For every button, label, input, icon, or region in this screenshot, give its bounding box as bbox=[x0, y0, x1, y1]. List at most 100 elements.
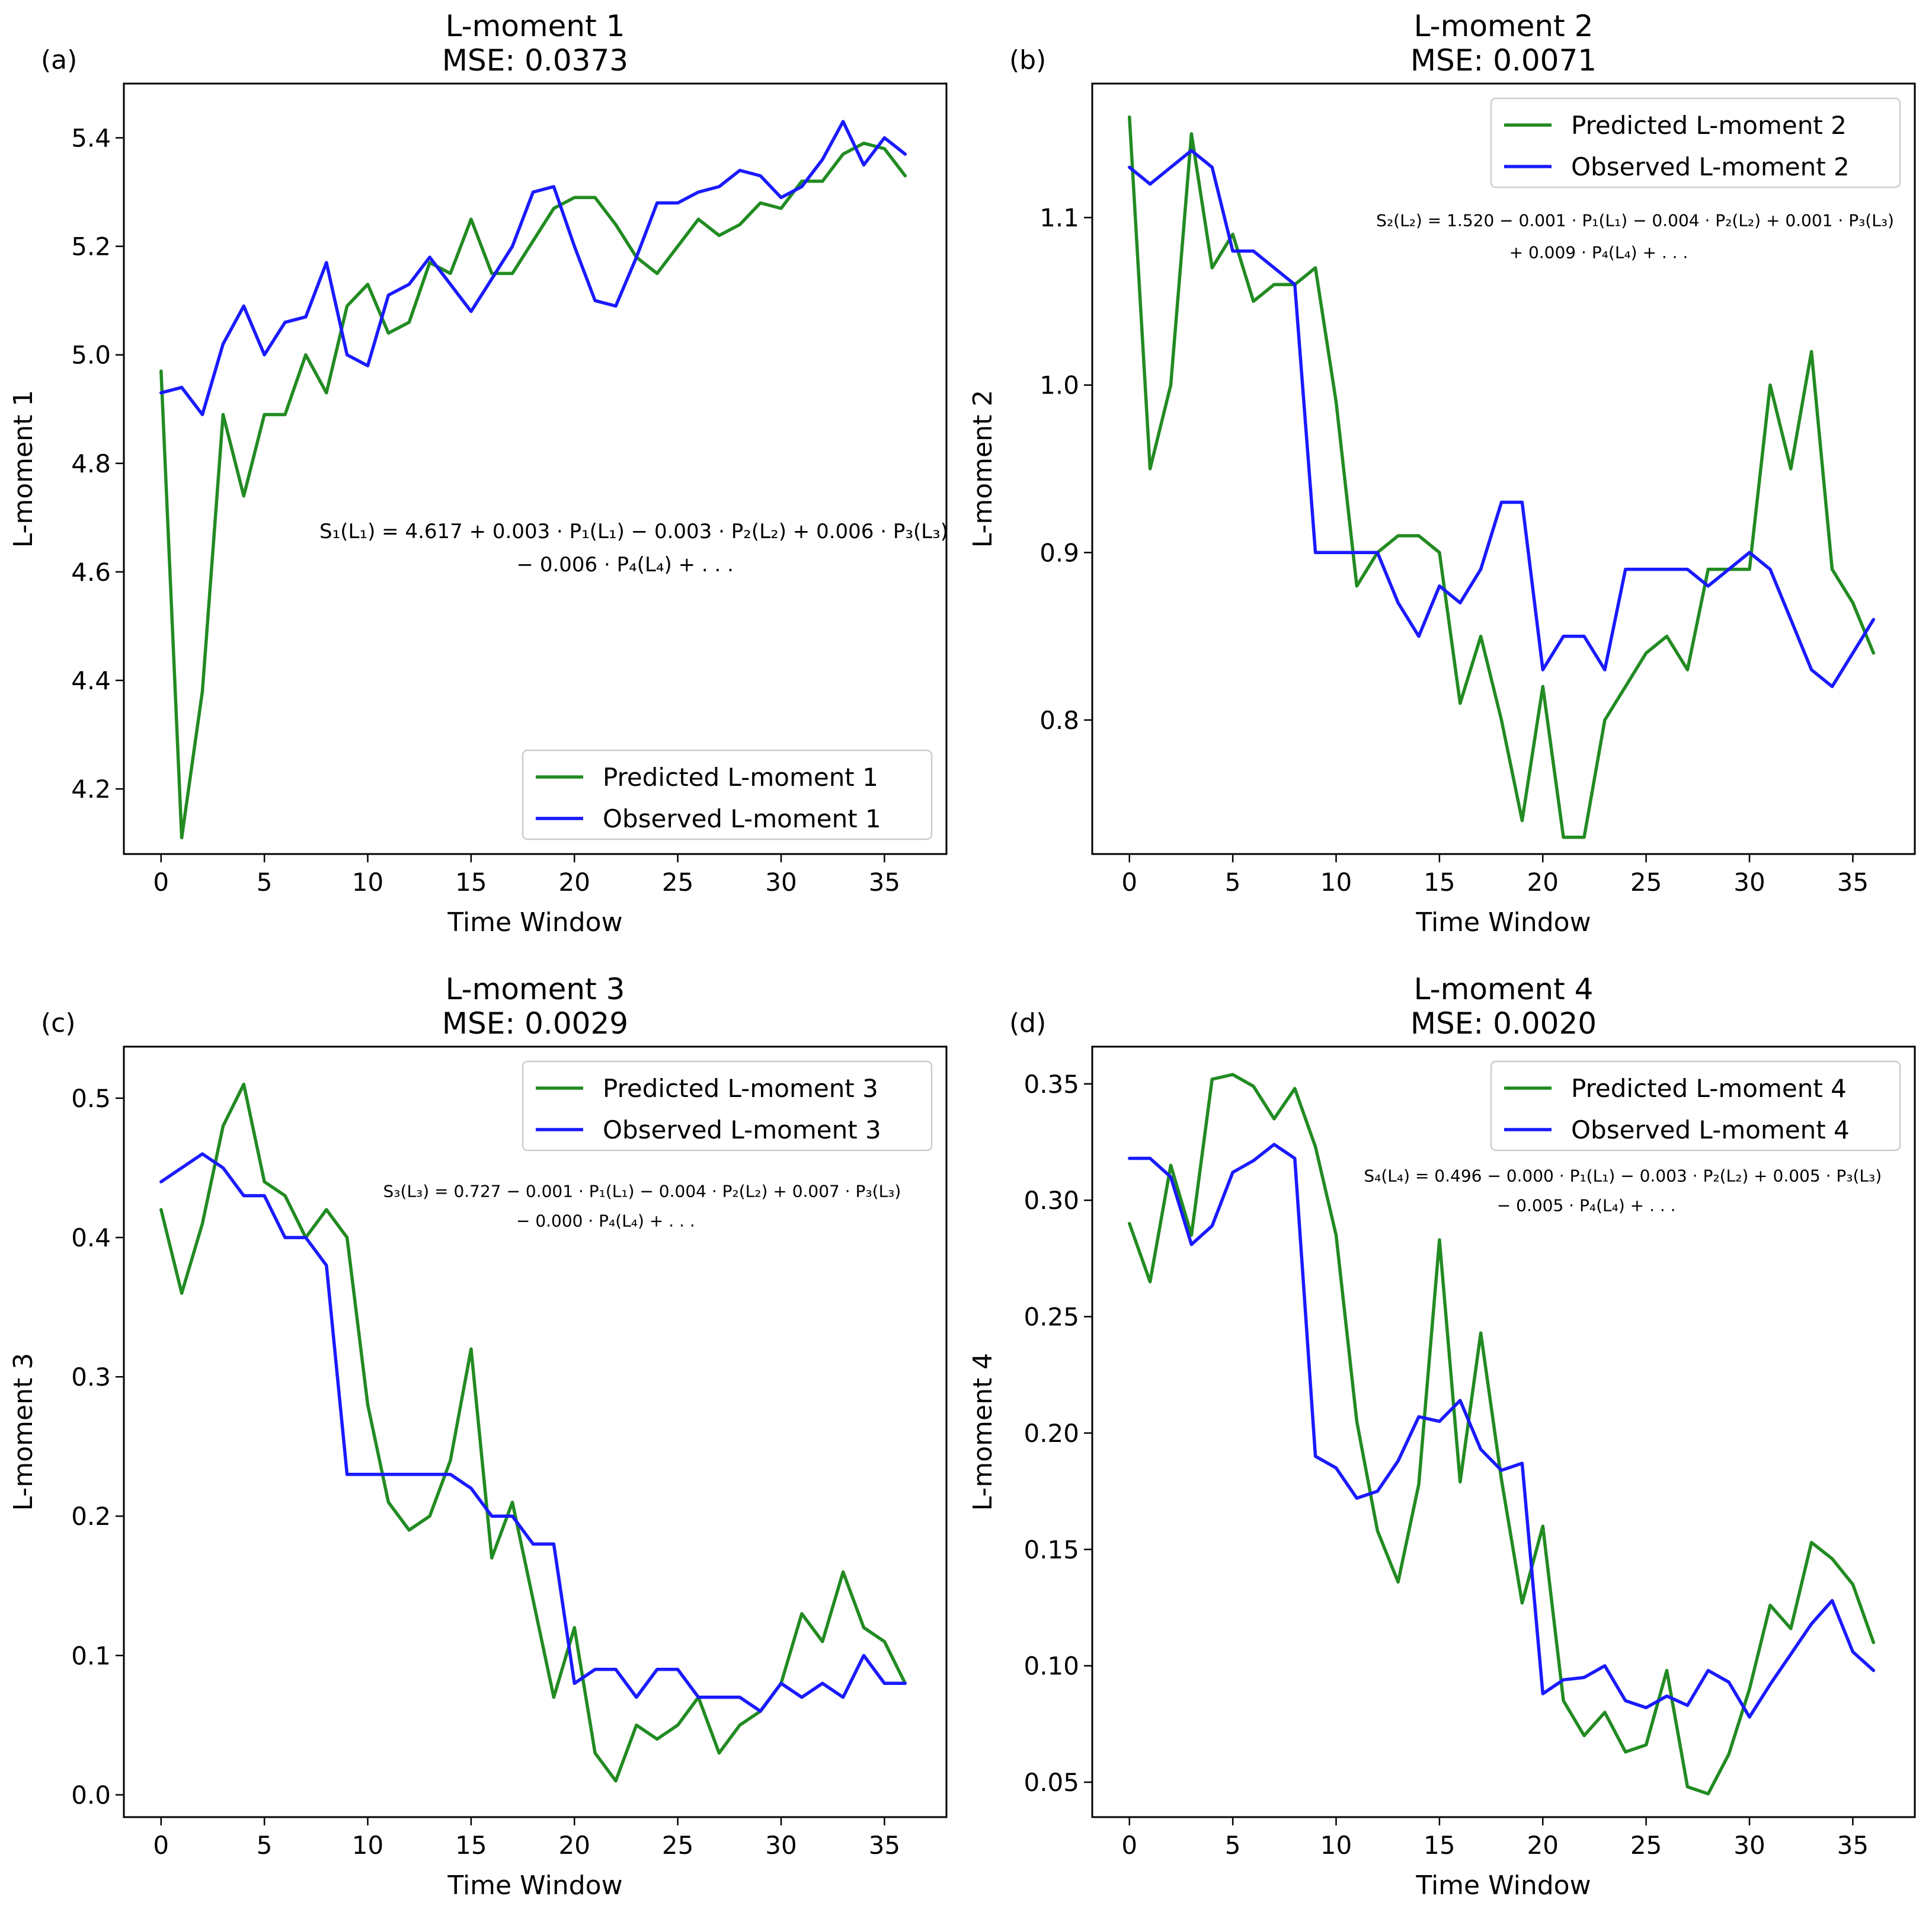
observed-series-line bbox=[1128, 1143, 1876, 1719]
x-tick-label: 20 bbox=[559, 1831, 590, 1860]
observed-series-line bbox=[1128, 149, 1876, 689]
y-tick-label: 0.35 bbox=[1023, 1070, 1079, 1099]
axes-frame bbox=[123, 82, 948, 855]
x-tick-label: 15 bbox=[1424, 1831, 1455, 1860]
equation-line-1: S₄(L₄) = 0.496 − 0.000 · P₁(L₁) − 0.003 … bbox=[1364, 1166, 1882, 1186]
equation-line-2: − 0.005 · P₄(L₄) + . . . bbox=[1497, 1196, 1676, 1216]
legend-label: Predicted L-moment 3 bbox=[603, 1074, 878, 1103]
panel-label: (c) bbox=[41, 1008, 76, 1038]
legend-label: Observed L-moment 1 bbox=[603, 804, 881, 833]
legend-label: Predicted L-moment 1 bbox=[603, 763, 878, 792]
x-tick-label: 5 bbox=[257, 1831, 273, 1860]
y-axis-label: L-moment 3 bbox=[8, 1353, 39, 1511]
legend-label: Predicted L-moment 4 bbox=[1571, 1074, 1847, 1103]
legend-label: Predicted L-moment 2 bbox=[1571, 111, 1847, 140]
y-tick-label: 5.4 bbox=[71, 124, 111, 153]
observed-series-line bbox=[159, 120, 907, 417]
panel-label: (d) bbox=[1009, 1008, 1046, 1038]
predicted-series-line bbox=[1128, 115, 1876, 839]
x-tick-label: 25 bbox=[662, 868, 693, 897]
y-tick-label: 0.20 bbox=[1023, 1419, 1079, 1448]
equation-line-2: + 0.009 · P₄(L₄) + . . . bbox=[1509, 243, 1688, 263]
x-tick-label: 0 bbox=[153, 868, 169, 897]
predicted-series-line bbox=[159, 141, 907, 840]
predicted-series-line bbox=[1128, 1073, 1876, 1796]
y-tick-label: 4.8 bbox=[71, 449, 111, 478]
chart-subtitle: MSE: 0.0071 bbox=[1410, 43, 1597, 78]
x-tick-label: 5 bbox=[1225, 1831, 1241, 1860]
y-tick-label: 4.4 bbox=[71, 666, 111, 695]
y-tick-label: 0.3 bbox=[71, 1363, 111, 1392]
equation-line-2: − 0.006 · P₄(L₄) + . . . bbox=[517, 553, 734, 577]
y-tick-label: 0.1 bbox=[71, 1641, 111, 1670]
y-tick-label: 0.8 bbox=[1039, 706, 1079, 735]
x-tick-label: 10 bbox=[1320, 1831, 1352, 1860]
x-tick-label: 30 bbox=[765, 868, 797, 897]
y-tick-label: 0.5 bbox=[71, 1084, 111, 1113]
y-tick-label: 0.2 bbox=[71, 1502, 111, 1531]
y-tick-label: 5.0 bbox=[71, 341, 111, 370]
panel-label: (a) bbox=[41, 45, 77, 75]
x-tick-label: 25 bbox=[662, 1831, 693, 1860]
chart-title: L-moment 1 bbox=[446, 9, 625, 43]
y-tick-label: 0.05 bbox=[1023, 1768, 1079, 1797]
x-tick-label: 0 bbox=[153, 1831, 169, 1860]
chart-subtitle: MSE: 0.0373 bbox=[442, 43, 628, 78]
x-tick-label: 30 bbox=[1733, 1831, 1765, 1860]
x-tick-label: 10 bbox=[1320, 868, 1352, 897]
y-axis-label: L-moment 1 bbox=[8, 390, 39, 548]
chart-subtitle: MSE: 0.0029 bbox=[442, 1006, 628, 1041]
chart-title: L-moment 4 bbox=[1414, 972, 1594, 1006]
y-tick-label: 0.10 bbox=[1023, 1652, 1079, 1681]
x-tick-label: 35 bbox=[1837, 868, 1869, 897]
x-axis-label: Time Window bbox=[447, 907, 622, 938]
y-tick-label: 1.0 bbox=[1039, 371, 1079, 400]
chart-subtitle: MSE: 0.0020 bbox=[1410, 1006, 1597, 1041]
x-tick-label: 0 bbox=[1121, 1831, 1137, 1860]
x-tick-label: 30 bbox=[765, 1831, 797, 1860]
legend-box bbox=[1490, 97, 1901, 188]
y-tick-label: 1.1 bbox=[1039, 203, 1079, 232]
y-tick-label: 5.2 bbox=[71, 232, 111, 261]
axes-frame bbox=[123, 1045, 948, 1818]
x-tick-label: 25 bbox=[1630, 1831, 1662, 1860]
y-axis-label: L-moment 2 bbox=[968, 390, 998, 548]
equation-line-1: S₁(L₁) = 4.617 + 0.003 · P₁(L₁) − 0.003 … bbox=[319, 520, 948, 543]
axes-frame bbox=[1091, 1045, 1916, 1818]
x-axis-label: Time Window bbox=[1415, 1870, 1591, 1901]
legend-box bbox=[1490, 1060, 1901, 1152]
chart-title: L-moment 2 bbox=[1414, 9, 1594, 43]
y-tick-label: 0.0 bbox=[71, 1780, 111, 1809]
panel-label: (b) bbox=[1009, 45, 1046, 75]
y-tick-label: 0.4 bbox=[71, 1223, 111, 1252]
x-tick-label: 30 bbox=[1733, 868, 1765, 897]
y-tick-label: 0.25 bbox=[1023, 1303, 1079, 1332]
x-tick-label: 15 bbox=[455, 1831, 487, 1860]
x-tick-label: 20 bbox=[1527, 868, 1559, 897]
x-tick-label: 10 bbox=[352, 1831, 383, 1860]
y-tick-label: 0.30 bbox=[1023, 1186, 1079, 1215]
legend-label: Observed L-moment 3 bbox=[603, 1115, 881, 1144]
y-tick-label: 4.2 bbox=[71, 775, 111, 804]
x-axis-label: Time Window bbox=[447, 1870, 622, 1901]
equation-line-2: − 0.000 · P₄(L₄) + . . . bbox=[516, 1211, 695, 1231]
equation-line-1: S₂(L₂) = 1.520 − 0.001 · P₁(L₁) − 0.004 … bbox=[1376, 211, 1894, 231]
x-tick-label: 10 bbox=[352, 868, 383, 897]
y-tick-label: 0.9 bbox=[1039, 538, 1079, 567]
x-tick-label: 0 bbox=[1121, 868, 1137, 897]
x-tick-label: 15 bbox=[455, 868, 487, 897]
x-tick-label: 25 bbox=[1630, 868, 1662, 897]
equation-line-1: S₃(L₃) = 0.727 − 0.001 · P₁(L₁) − 0.004 … bbox=[383, 1182, 901, 1201]
legend-label: Observed L-moment 2 bbox=[1571, 152, 1850, 181]
x-tick-label: 20 bbox=[559, 868, 590, 897]
axes-frame bbox=[1091, 82, 1916, 855]
x-tick-label: 20 bbox=[1527, 1831, 1559, 1860]
chart-title: L-moment 3 bbox=[446, 972, 625, 1006]
x-tick-label: 35 bbox=[869, 868, 900, 897]
legend-label: Observed L-moment 4 bbox=[1571, 1115, 1850, 1144]
